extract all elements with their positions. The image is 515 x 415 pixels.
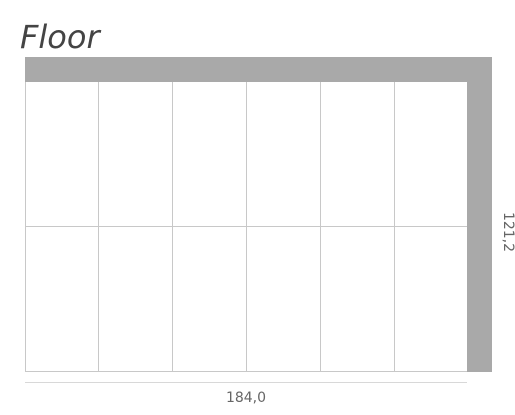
top-wall (25, 57, 492, 82)
tile-grid (25, 82, 467, 372)
title: Floor (20, 18, 101, 56)
width-label: 184,0 (226, 390, 266, 406)
right-wall (467, 57, 492, 372)
height-label: 121,2 (500, 212, 515, 252)
